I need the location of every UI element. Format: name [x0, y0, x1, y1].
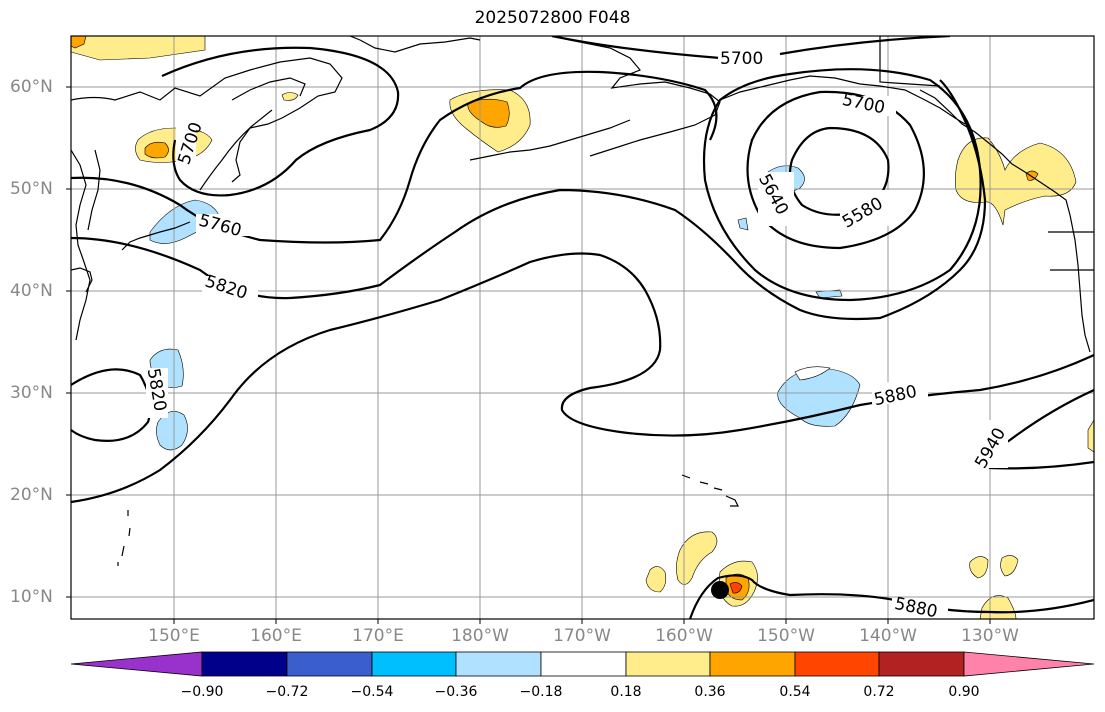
colorbar-bin: [371, 651, 457, 677]
colorbar-tick-label: 0.90: [948, 684, 980, 700]
lon-label-170e: 170°E: [352, 626, 404, 646]
shade-patch-east-tropical-2: [1000, 555, 1019, 577]
shade-patch-gulf-small: [737, 217, 749, 231]
graticule: [71, 36, 1094, 619]
storm-center-marker: [711, 581, 729, 599]
map-title: 2025072800 F048: [474, 8, 631, 28]
contour-label-bg: [968, 420, 1008, 468]
contour-label-bg: [892, 598, 948, 619]
coast-siberia: [71, 57, 343, 183]
coast-japan-honshu: [71, 267, 93, 293]
coast-bc: [919, 89, 1071, 216]
colorbar-bin: [878, 651, 965, 677]
lon-label-160e: 160°E: [250, 626, 302, 646]
coast-hawaii: [681, 474, 739, 507]
colorbar-tick-label: −0.36: [434, 684, 478, 700]
coast-kamchatka: [199, 109, 273, 191]
lat-label-40n: 40°N: [10, 281, 53, 301]
contour-label-bg: [146, 368, 168, 418]
coast-chukotka: [349, 36, 481, 53]
lat-label-60n: 60°N: [10, 77, 53, 97]
colorbar-bin: [286, 651, 373, 677]
shade-patch-canada: [955, 137, 1077, 226]
shading-layer: [71, 36, 1094, 619]
contour-label: 5700: [720, 49, 763, 69]
colorbar-bin: [794, 651, 880, 677]
contour-label-bg: [202, 276, 258, 298]
contour-label-layer: 5700 5700 5700 5760 5820 5820 5640 5580 …: [143, 48, 1010, 619]
shade-patch-bering-core: [467, 98, 510, 128]
coast-marianas: [117, 510, 131, 566]
colorbar-bin: [625, 651, 711, 677]
colorbar-tick-label: −0.72: [265, 684, 309, 700]
coastlines: [71, 36, 1094, 566]
lon-label-130w: 130°W: [961, 626, 1019, 646]
lat-label-50n: 50°N: [10, 179, 53, 199]
contour-label-bg: [840, 190, 890, 226]
colorbar-bin: [709, 651, 796, 677]
contour-5580-ring: [788, 126, 890, 216]
contour-label-bg: [758, 172, 794, 226]
axis-ticks: [66, 86, 991, 624]
lon-label-150w: 150°W: [757, 626, 815, 646]
shade-patch-arctic-core: [71, 36, 87, 49]
lon-label-180w: 180°W: [451, 626, 509, 646]
shade-patch-east-tropical-1: [969, 556, 989, 579]
contour-label-bg: [840, 96, 896, 116]
shade-patch-arctic: [71, 36, 206, 61]
coast-okhotsk-north: [231, 77, 306, 101]
colorbar-extend-high: [963, 651, 1095, 677]
contour-5820-japan: [71, 368, 152, 442]
colorbar-tick-label: −0.90: [180, 684, 224, 700]
lon-label-140w: 140°W: [859, 626, 917, 646]
contour-5640-ring: [746, 90, 925, 250]
colorbar-tick-label: −0.54: [350, 684, 394, 700]
contour-5700-north-pacific: [161, 46, 400, 197]
colorbar-tick-label: 0.18: [610, 684, 642, 700]
border-canada-alaska: [879, 36, 941, 87]
lat-label-30n: 30°N: [10, 383, 53, 403]
shade-patch-japan-2: [156, 410, 188, 451]
shade-patch-east-edge: [1087, 419, 1094, 453]
lat-label-20n: 20°N: [10, 485, 53, 505]
colorbar-extend-low: [70, 651, 203, 677]
shade-patch-tropical-2: [676, 531, 718, 585]
contour-label-bg: [196, 214, 252, 236]
colorbar-bin: [455, 651, 542, 677]
shade-patch-mid-pacific-top: [794, 366, 831, 381]
coast-alaska-west: [554, 36, 721, 157]
colorbar-tick-label: 0.54: [779, 684, 811, 700]
contour-outer-ring: [702, 68, 982, 302]
shade-patch-okhotsk: [281, 92, 299, 101]
lon-label-150e: 150°E: [148, 626, 200, 646]
contour-5820-main: [71, 79, 987, 321]
contour-5880-main: [71, 252, 1094, 504]
colorbar-tick-label: 0.72: [863, 684, 895, 700]
coast-sakhalin: [87, 149, 101, 231]
coast-us-west: [1069, 214, 1091, 353]
contour-5880-south: [688, 574, 1094, 619]
shade-patch-storm-center: [729, 582, 743, 594]
lat-label-10n: 10°N: [10, 587, 53, 607]
contour-5700-alaska: [551, 36, 951, 60]
colorbar: [70, 651, 1095, 677]
colorbar-tick-label: 0.36: [694, 684, 726, 700]
lon-label-170w: 170°W: [553, 626, 611, 646]
shade-patch-tropical-1: [645, 566, 667, 593]
colorbar-bin: [540, 651, 627, 677]
coast-japan-hokkaido: [121, 221, 191, 251]
contour-label-bg: [718, 48, 776, 68]
colorbar-bin: [201, 651, 288, 677]
contour-label-bg: [176, 120, 196, 168]
coast-aleutians: [469, 119, 631, 161]
colorbar-tick-label: −0.18: [519, 684, 563, 700]
shade-patch-kamchatka-core: [144, 141, 169, 159]
coast-alaska-south: [719, 75, 966, 125]
lon-label-160w: 160°W: [655, 626, 713, 646]
contour-label-bg: [872, 382, 928, 404]
